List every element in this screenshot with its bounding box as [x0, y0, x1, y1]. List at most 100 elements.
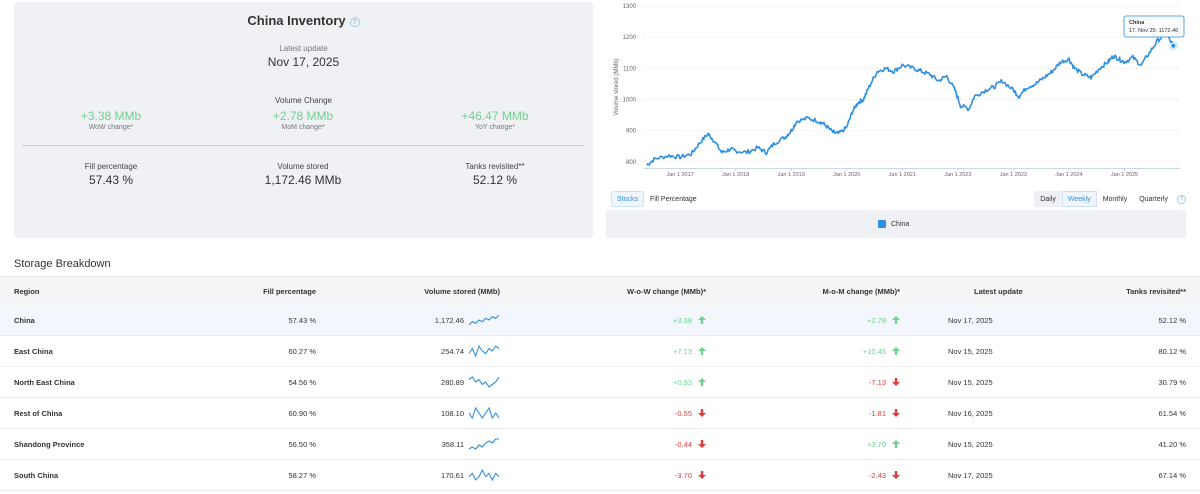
y-tick-label: 1300: [623, 4, 637, 10]
freq-weekly[interactable]: Weekly: [1061, 191, 1097, 207]
volume-stat: Volume stored 1,172.46 MMb: [203, 162, 403, 187]
tanks-value: 52.12 %: [472, 173, 518, 187]
summary-title: China Inventory?: [14, 13, 593, 28]
table-row[interactable]: East China 60.27 % 254.74 +7.13 +10.45 Nov 15…: [0, 336, 1200, 367]
summary-card: China Inventory? Latest update Nov 17, 2…: [14, 2, 593, 238]
cell-wow: -0.55: [675, 398, 706, 428]
fill-label: Fill percentage: [84, 162, 138, 171]
arrow-up-icon: [892, 347, 900, 355]
yoy-stat: +46.47 MMb YoY change*: [395, 109, 595, 131]
sparkline: [468, 376, 500, 388]
mom-change: -1.81: [868, 408, 886, 418]
x-tick-label: Jan 1 2022: [944, 172, 971, 178]
cell-latest-update: Nov 15, 2025: [948, 439, 993, 449]
storage-table: Region Fill percentage Volume stored (MM…: [0, 276, 1200, 491]
col-tanks[interactable]: Tanks revisited**: [1126, 286, 1186, 296]
cell-fill: 54.56 %: [288, 377, 316, 387]
arrow-down-icon: [892, 409, 900, 417]
tooltip-point: [1170, 42, 1177, 49]
freq-monthly[interactable]: Monthly: [1102, 196, 1128, 203]
x-tick-label: Jan 1 2019: [778, 172, 805, 178]
cell-mom: -7.13: [869, 367, 900, 397]
tab-stocks[interactable]: Stocks: [611, 191, 645, 207]
yoy-value: +46.47 MMb: [461, 109, 529, 123]
table-row[interactable]: Shandong Province 56.50 % 358.11 -0.44 +3.70…: [0, 429, 1200, 460]
chart-svg[interactable]: 800 900 1000 1100 1200 1300 Volume stored (MMb…: [606, 0, 1186, 185]
x-tick-label: Jan 1 2024: [1055, 172, 1082, 178]
col-fill[interactable]: Fill percentage: [263, 286, 316, 296]
wow-change: -0.44: [674, 439, 692, 449]
cell-volume: 170.61: [441, 460, 500, 490]
table-row[interactable]: Rest of China 60.90 % 108.10 -0.55 -1.81 Nov …: [0, 398, 1200, 429]
cell-region[interactable]: North East China: [14, 377, 75, 387]
sparkline: [468, 345, 500, 357]
cell-wow: -0.44: [675, 429, 706, 459]
help-icon[interactable]: ?: [1177, 194, 1186, 204]
cell-mom: +3.70: [867, 429, 900, 459]
cell-fill: 60.90 %: [288, 408, 316, 418]
arrow-up-icon: [892, 316, 900, 324]
cell-volume: 1,172.46: [435, 305, 500, 335]
wow-change: -0.55: [674, 408, 692, 418]
cell-volume: 280.89: [441, 367, 500, 397]
wow-change: -3.70: [674, 470, 692, 480]
arrow-up-icon: [892, 440, 900, 448]
y-tick-label: 1000: [623, 97, 637, 103]
latest-update-label: Latest update: [279, 44, 328, 53]
wow-stat: +3.38 MMb WoW change*: [11, 109, 211, 131]
cell-mom: +10.45: [863, 336, 900, 366]
cell-region[interactable]: East China: [14, 346, 53, 356]
y-axis-label: Volume stored (MMb): [614, 58, 620, 115]
volume-number: 170.61: [441, 470, 464, 480]
mom-change: +2.78: [867, 315, 886, 325]
cell-region[interactable]: China: [14, 315, 35, 325]
wow-label: WoW change*: [88, 124, 134, 131]
wow-value: +3.38 MMb: [80, 109, 142, 123]
arrow-up-icon: [698, 316, 706, 324]
y-tick-label: 1200: [623, 35, 637, 41]
cell-tanks: 67.14 %: [1158, 470, 1186, 480]
sparkline: [468, 407, 500, 419]
cell-region[interactable]: Shandong Province: [14, 439, 85, 449]
col-region[interactable]: Region: [14, 286, 40, 296]
x-tick-label: Jan 1 2023: [1000, 172, 1027, 178]
col-wow[interactable]: W-o-W change (MMb)*: [627, 286, 706, 296]
table-row[interactable]: China 57.43 % 1,172.46 +3.38 +2.78 Nov 17, 20…: [0, 305, 1200, 336]
legend-item-china[interactable]: China: [878, 220, 909, 228]
cell-mom: -1.81: [869, 398, 900, 428]
cell-volume: 254.74: [441, 336, 500, 366]
inventory-chart[interactable]: 800 900 1000 1100 1200 1300 Volume stored (MMb…: [606, 0, 1186, 185]
col-mom[interactable]: M-o-M change (MMb)*: [822, 286, 901, 296]
table-row[interactable]: North East China 54.56 % 280.89 +0.93 -7.13 N…: [0, 367, 1200, 398]
arrow-down-icon: [892, 471, 900, 479]
tab-fill-percentage[interactable]: Fill Percentage: [650, 196, 697, 203]
mom-change: -2.43: [868, 470, 886, 480]
freq-daily[interactable]: Daily: [1034, 191, 1062, 207]
latest-update-value: Nov 17, 2025: [267, 55, 340, 69]
fill-value: 57.43 %: [88, 173, 134, 187]
col-latest-update[interactable]: Latest update: [974, 286, 1023, 296]
mom-value: +2.78 MMb: [272, 109, 334, 123]
series-line-china: [646, 33, 1175, 166]
help-icon[interactable]: ?: [349, 17, 360, 27]
summary-divider: [22, 145, 585, 146]
tooltip-box: [1123, 15, 1185, 38]
cell-mom: -2.43: [869, 460, 900, 490]
mom-label: MoM change*: [281, 124, 325, 131]
volume-label: Volume stored: [277, 162, 329, 171]
table-row[interactable]: South China 58.27 % 170.61 -3.70 -2.43 Nov 17…: [0, 460, 1200, 491]
freq-quarterly[interactable]: Quarterly: [1139, 196, 1168, 203]
cell-region[interactable]: South China: [14, 470, 59, 480]
cell-latest-update: Nov 15, 2025: [948, 346, 993, 356]
mom-stat: +2.78 MMb MoM change*: [203, 109, 403, 131]
cell-volume: 358.11: [442, 429, 500, 459]
table-body: China 57.43 % 1,172.46 +3.38 +2.78 Nov 17, 20…: [0, 305, 1200, 491]
cell-region[interactable]: Rest of China: [14, 408, 63, 418]
x-tick-label: Jan 1 2020: [833, 172, 860, 178]
mom-change: +10.45: [862, 346, 886, 356]
cell-volume: 108.10: [441, 398, 500, 428]
y-tick-label: 900: [626, 129, 637, 135]
col-volume[interactable]: Volume stored (MMb): [424, 286, 500, 296]
legend-swatch: [878, 220, 886, 228]
cell-wow: +3.38: [673, 305, 706, 335]
